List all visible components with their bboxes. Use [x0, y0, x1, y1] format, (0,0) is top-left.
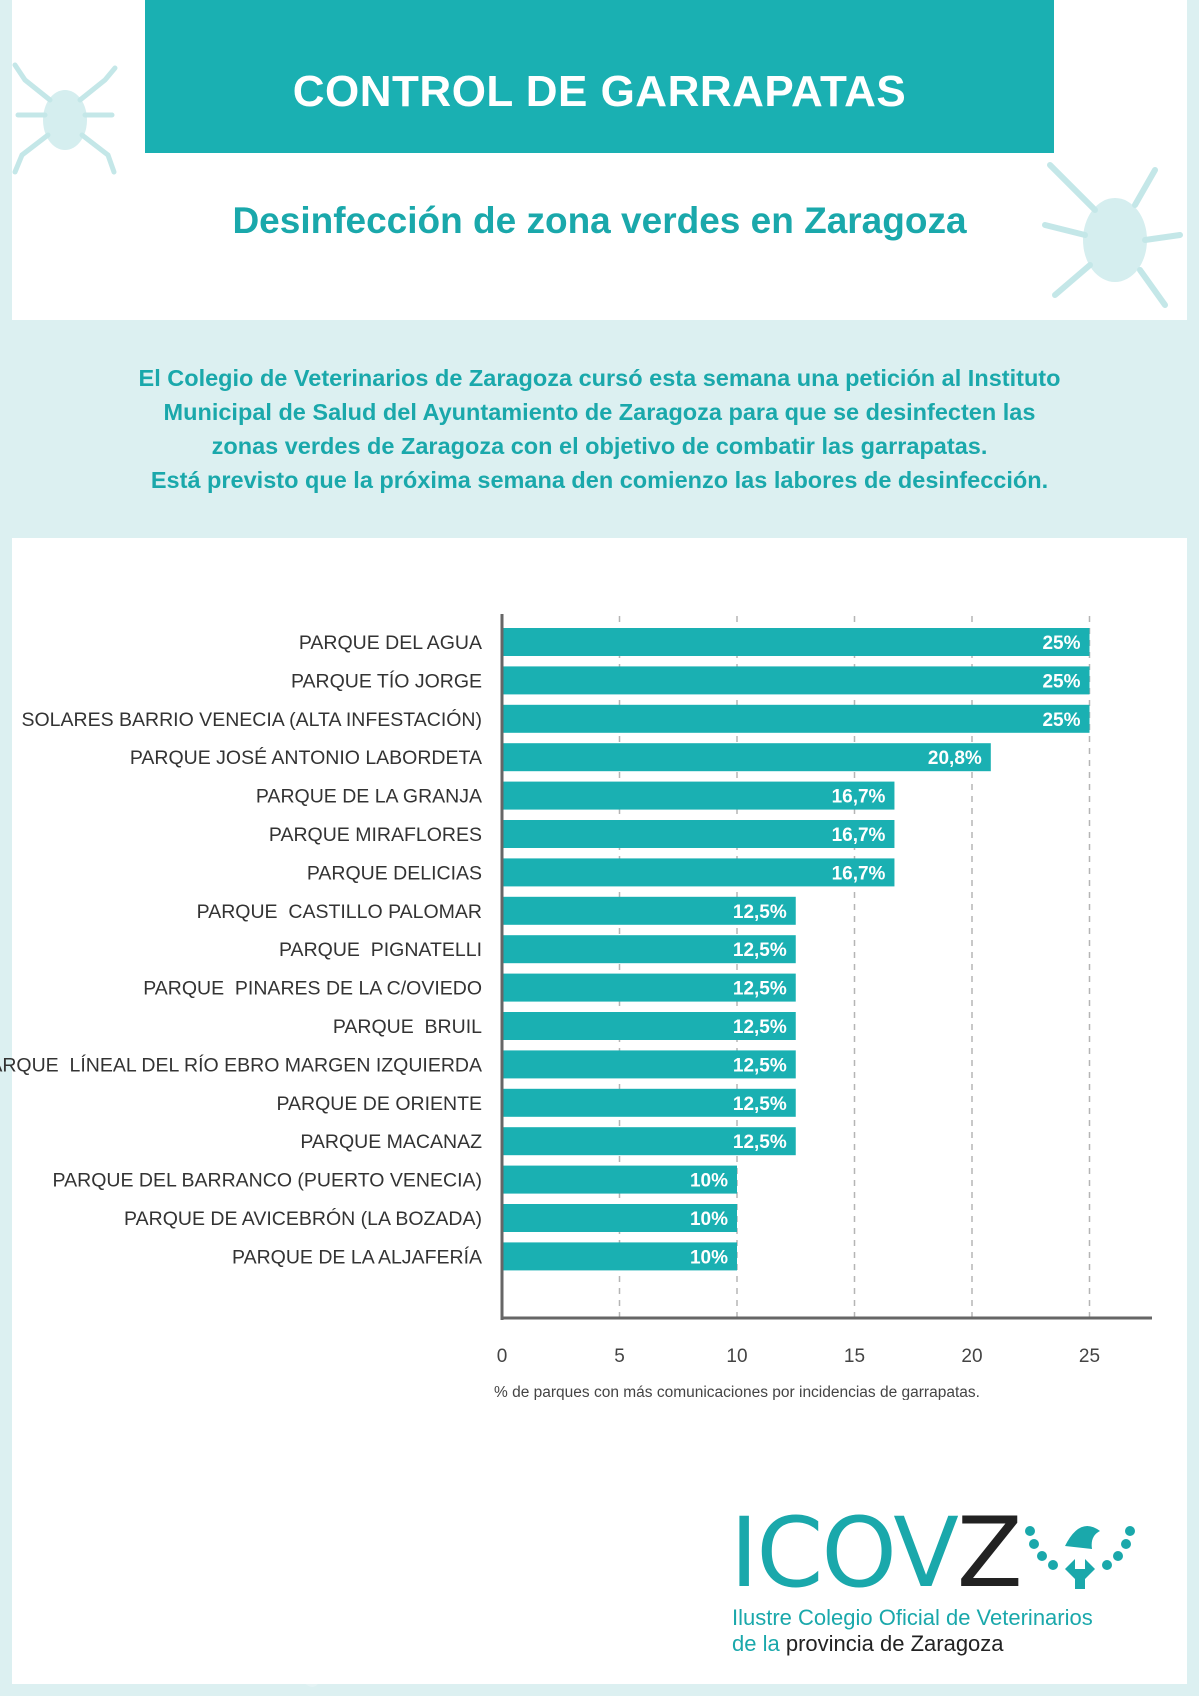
bar-value-label: 16,7% [832, 863, 886, 884]
bar-value-label: 12,5% [733, 1132, 787, 1153]
category-label: PARQUE DE AVICEBRÓN (LA BOZADA) [124, 1207, 482, 1230]
category-label: PARQUE MACANAZ [300, 1131, 482, 1153]
bar-value-label: 25% [1042, 671, 1080, 692]
bar [502, 1050, 796, 1079]
bar [502, 896, 796, 925]
bar [502, 1127, 796, 1156]
logo-wordmark: ICOVZ [730, 1497, 1023, 1609]
category-label: PARQUE DEL BARRANCO (PUERTO VENECIA) [53, 1170, 482, 1192]
bar-value-label: 12,5% [733, 979, 787, 1000]
bar-value-label: 16,7% [832, 787, 886, 808]
page-subtitle: Desinfección de zona verdes en Zaragoza [232, 200, 967, 241]
bar [502, 820, 895, 848]
logo-text-line2-a: de la [732, 1631, 780, 1656]
category-label: PARQUE DE LA ALJAFERÍA [232, 1245, 482, 1268]
category-label: PARQUE PIGNATELLI [279, 939, 482, 961]
bar-value-label: 25% [1042, 633, 1080, 654]
logo-text-line2-b: provincia de Zaragoza [785, 1631, 1004, 1656]
x-axis-label: % de parques con más comunicaciones por … [494, 1384, 980, 1400]
intro-line: zonas verdes de Zaragoza con el objetivo… [211, 433, 988, 459]
bar-value-label: 10% [690, 1247, 728, 1268]
tick-decoration-top-left-icon [12, 62, 118, 175]
logo-text-line2: de la provincia de Zaragoza [732, 1631, 1004, 1657]
category-label: PARQUE PINARES DE LA C/OVIEDO [143, 978, 482, 1000]
x-tick-label: 0 [497, 1346, 508, 1367]
bar-value-label: 12,5% [733, 1094, 787, 1115]
bar-value-label: 10% [690, 1171, 728, 1192]
bar-value-label: 12,5% [733, 940, 787, 961]
category-label: PARQUE CASTILLO PALOMAR [197, 901, 482, 923]
bar [502, 973, 796, 1002]
intro-line: Está previsto que la próxima semana den … [150, 467, 1049, 493]
category-label: PARQUE BRUIL [333, 1016, 482, 1038]
bar-value-label: 20,8% [928, 748, 982, 769]
page-title: CONTROL DE GARRAPATAS [292, 66, 907, 116]
bar [502, 628, 1090, 656]
bar [502, 666, 1090, 695]
category-label: PARQUE JOSÉ ANTONIO LABORDETA [130, 746, 482, 769]
bar-value-label: 16,7% [832, 825, 886, 846]
bar [502, 1088, 796, 1117]
category-label: PARQUE MIRAFLORES [269, 824, 482, 846]
x-tick-label: 25 [1079, 1346, 1100, 1367]
intro-line: Municipal de Salud del Ayuntamiento de Z… [163, 399, 1036, 425]
bar-chart: 0 5 10 15 20 25 25% PARQUE DEL AGUA 25% PARQUE TÍ… [0, 614, 1152, 1400]
x-tick-label: 10 [726, 1346, 747, 1367]
bar [502, 1012, 796, 1040]
category-label: PARQUE DE ORIENTE [276, 1093, 482, 1115]
logo-text-line1: Ilustre Colegio Oficial de Veterinarios [732, 1605, 1093, 1630]
bar [502, 781, 895, 810]
title-banner: CONTROL DE GARRAPATAS [145, 0, 1054, 153]
bar-value-label: 12,5% [733, 1017, 787, 1038]
category-label: PARQUE DELICIAS [307, 862, 482, 884]
logo-emblem-icon [1025, 1526, 1135, 1589]
bar [502, 935, 796, 964]
bar-value-label: 25% [1042, 710, 1080, 731]
bar [502, 1242, 737, 1271]
intro-line: El Colegio de Veterinarios de Zaragoza c… [138, 365, 1061, 391]
bar [502, 1165, 737, 1194]
bar-value-label: 10% [690, 1209, 728, 1230]
category-label: PARQUE DEL AGUA [299, 632, 482, 654]
intro-paragraph: El Colegio de Veterinarios de Zaragoza c… [0, 361, 1199, 497]
x-tick-label: 5 [614, 1346, 625, 1367]
bar [502, 704, 1090, 733]
tick-decoration-top-right-icon [1042, 162, 1183, 308]
bar-value-label: 12,5% [733, 1055, 787, 1076]
bar [502, 743, 991, 772]
category-label: PARQUE DE LA GRANJA [256, 786, 482, 808]
x-tick-label: 20 [961, 1346, 982, 1367]
bar [502, 858, 895, 887]
x-tick-label: 15 [844, 1346, 865, 1367]
bar-value-label: 12,5% [733, 902, 787, 923]
category-label: SOLARES BARRIO VENECIA (ALTA INFESTACIÓN… [21, 708, 482, 731]
category-label: PARQUE TÍO JORGE [291, 669, 482, 692]
bar [502, 1204, 737, 1232]
category-label: PARQUE LÍNEAL DEL RÍO EBRO MARGEN IZQUIE… [0, 1053, 482, 1076]
icovz-logo: ICOVZ Ilustre Colegio Oficial de Veterin… [730, 1497, 1150, 1657]
